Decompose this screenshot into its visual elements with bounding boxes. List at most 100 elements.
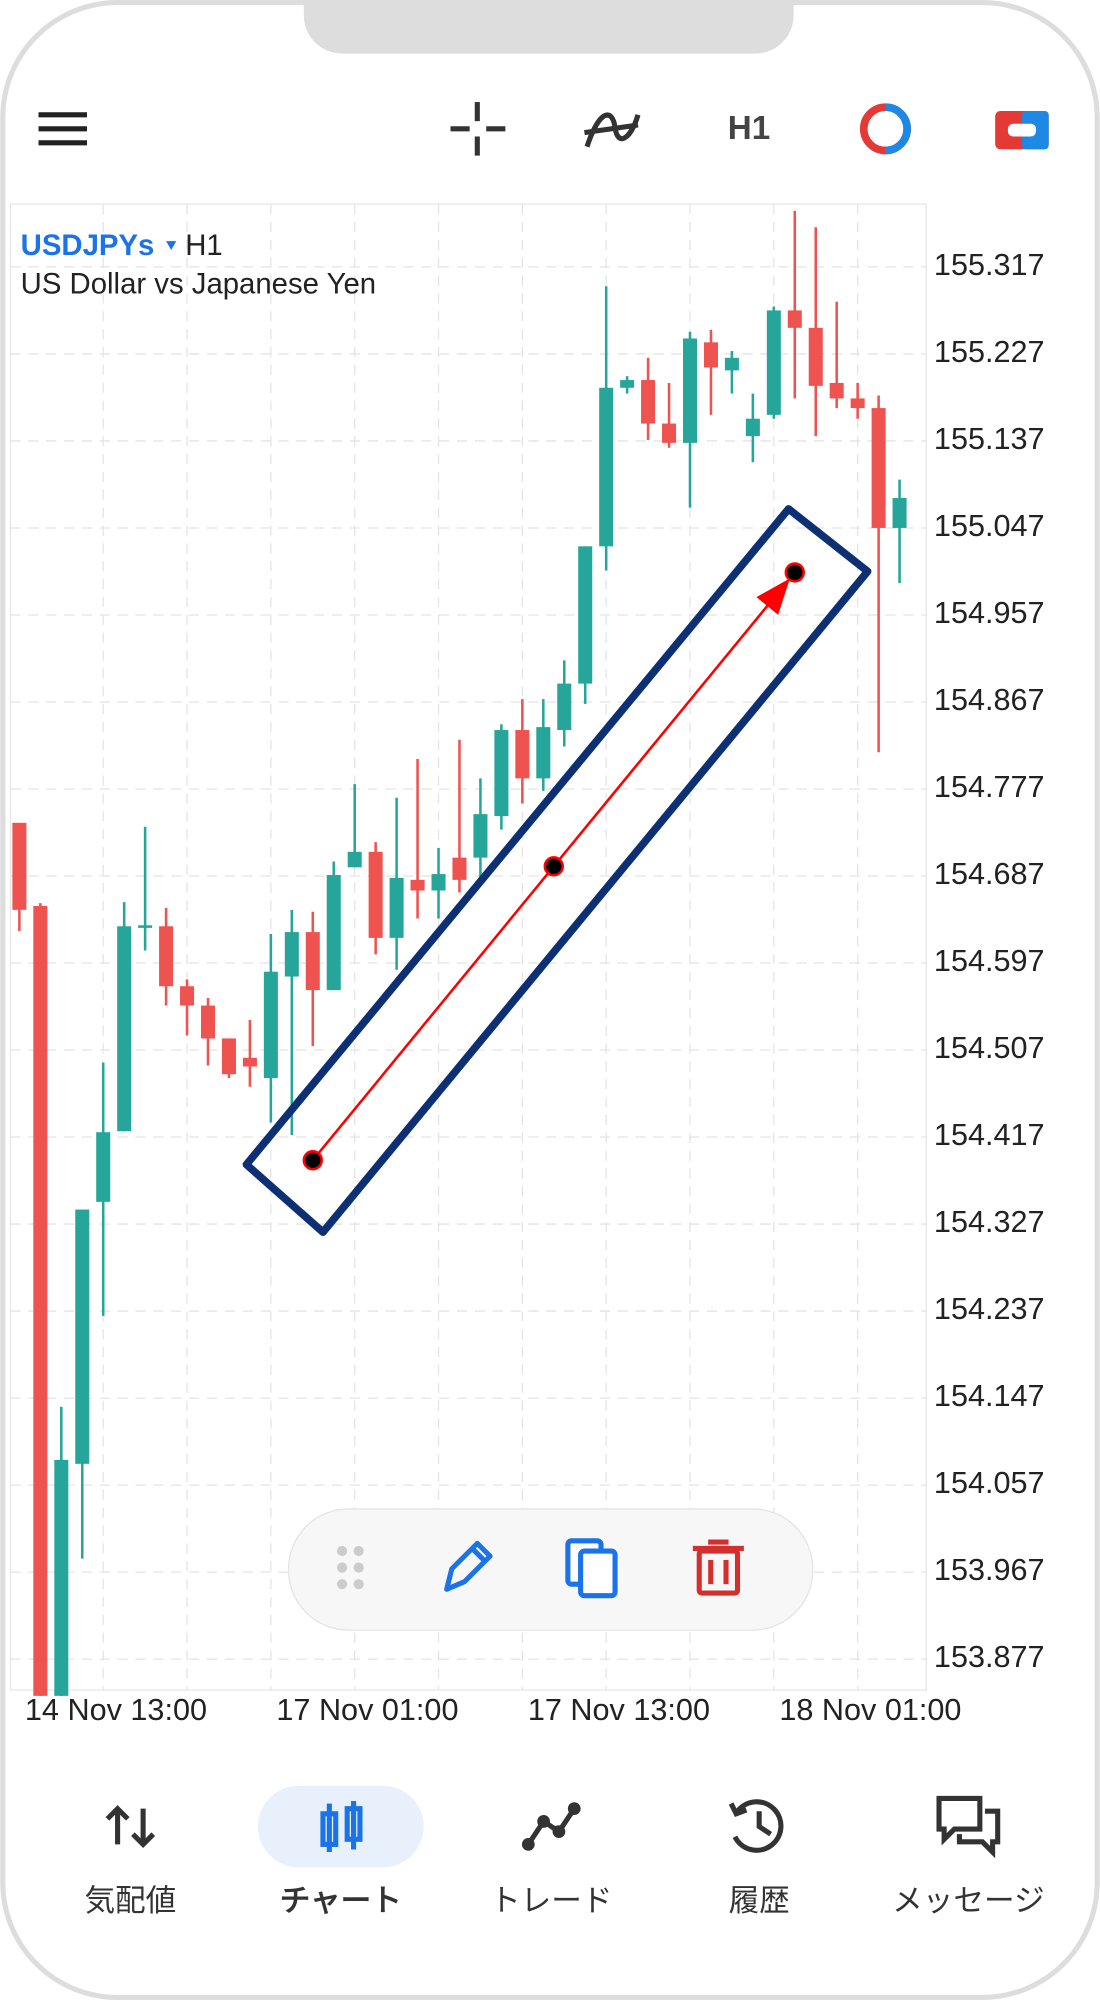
- y-tick-label: 154.597: [934, 944, 1045, 978]
- y-tick-label: 154.867: [934, 683, 1045, 717]
- candle-body: [33, 905, 48, 1696]
- object-toolbar: [287, 1508, 814, 1631]
- candle-body: [578, 546, 593, 684]
- clock-icon-half: [885, 103, 911, 155]
- candle-body: [263, 971, 278, 1079]
- nav-label[interactable]: チャート: [280, 1884, 402, 1918]
- candle-body: [305, 932, 320, 991]
- candle-body: [808, 327, 823, 386]
- y-tick-label: 155.317: [934, 248, 1045, 282]
- symbol-caret: [166, 241, 177, 250]
- candle-body: [117, 926, 132, 1132]
- candle-body: [410, 879, 425, 891]
- candle-body: [473, 814, 488, 858]
- candle-body: [284, 932, 299, 977]
- y-tick-label: 154.777: [934, 770, 1045, 804]
- nav-active-pill: [257, 1785, 424, 1868]
- menu-icon[interactable]: [38, 112, 87, 146]
- symbol[interactable]: USDJPYs: [21, 229, 155, 262]
- timeframe[interactable]: H1: [728, 110, 770, 147]
- y-tick-label: 153.877: [934, 1640, 1045, 1674]
- x-tick-label: 17 Nov 01:00: [276, 1693, 458, 1727]
- y-tick-label: 153.967: [934, 1553, 1045, 1587]
- candle-body: [75, 1209, 90, 1464]
- trade-nav-icon[interactable]: [521, 1802, 581, 1851]
- drag-handle[interactable]: [336, 1545, 364, 1590]
- trendline-group[interactable]: [302, 562, 805, 1171]
- y-tick-label: 155.227: [934, 335, 1045, 369]
- trendline-arrowhead: [756, 578, 790, 615]
- x-tick-label: 18 Nov 01:00: [779, 1693, 961, 1727]
- top-toolbar: H1: [38, 102, 1049, 156]
- candle-body: [850, 398, 865, 409]
- y-tick-label: 154.687: [934, 857, 1045, 891]
- y-tick-label: 154.237: [934, 1292, 1045, 1326]
- candle-body: [180, 986, 195, 1006]
- candle-body: [641, 380, 656, 424]
- candle-body: [326, 875, 341, 991]
- y-tick-label: 154.957: [934, 596, 1045, 630]
- candle-body: [159, 926, 174, 987]
- candle-body: [389, 877, 404, 938]
- candle-body: [620, 380, 635, 388]
- candle-body: [892, 497, 907, 528]
- candle-body: [452, 857, 467, 880]
- candle-body: [138, 925, 153, 928]
- candle-body: [682, 338, 698, 443]
- y-tick-label: 154.057: [934, 1466, 1045, 1500]
- symbol-timeframe: H1: [185, 229, 223, 262]
- trendline-anchor[interactable]: [784, 562, 805, 583]
- candle-body: [599, 387, 614, 547]
- candle-body: [12, 822, 27, 910]
- candles: [12, 210, 907, 1696]
- candle-body: [200, 1005, 216, 1039]
- x-tick-label: 14 Nov 13:00: [25, 1693, 207, 1727]
- candle-body: [368, 851, 383, 938]
- nav-label[interactable]: 履歴: [729, 1884, 790, 1918]
- y-tick-label: 155.137: [934, 422, 1045, 456]
- selection-box: [242, 505, 872, 1236]
- y-tick-label: 154.417: [934, 1118, 1045, 1152]
- candle-body: [494, 730, 509, 817]
- nav-label[interactable]: 気配値: [84, 1884, 176, 1918]
- y-tick-label: 155.047: [934, 509, 1045, 543]
- candle-body: [536, 727, 551, 779]
- edit-icon[interactable]: [444, 1540, 493, 1592]
- notch: [303, 0, 794, 54]
- chart-icon[interactable]: [320, 1801, 363, 1853]
- quotes-icon[interactable]: [105, 1805, 156, 1848]
- messages-icon[interactable]: [936, 1795, 1001, 1859]
- indicator-icon[interactable]: [584, 112, 641, 148]
- delete-icon[interactable]: [692, 1539, 744, 1596]
- candle-body: [787, 310, 802, 328]
- candle-body: [242, 1057, 257, 1067]
- candle-body: [724, 357, 739, 371]
- object-toolbar-bg: [287, 1508, 814, 1631]
- nav-label[interactable]: メッセージ: [892, 1884, 1044, 1918]
- bottom-nav: 気配値 チャート トレード 履歴 メッセージ: [84, 1785, 1045, 1918]
- nav-label[interactable]: トレード: [490, 1884, 612, 1918]
- candle-body: [871, 408, 886, 528]
- candle-body: [557, 683, 572, 731]
- copy-icon[interactable]: [565, 1538, 618, 1599]
- trade-icon-bar: [1007, 123, 1036, 137]
- candle-body: [662, 423, 677, 443]
- candle-body: [431, 874, 446, 891]
- history-icon[interactable]: [728, 1799, 784, 1853]
- candle-body: [221, 1038, 236, 1075]
- crosshair-icon[interactable]: [450, 102, 506, 156]
- symbol-description: US Dollar vs Japanese Yen: [21, 267, 376, 300]
- plot-area: [9, 203, 927, 1691]
- candle-body: [54, 1459, 69, 1696]
- x-tick-label: 17 Nov 13:00: [528, 1693, 710, 1727]
- candle-body: [766, 310, 781, 415]
- candle-body: [745, 418, 760, 437]
- candle-body: [347, 851, 362, 868]
- candle-body: [829, 382, 844, 399]
- trendline-anchor[interactable]: [302, 1150, 323, 1171]
- trendline-mid-handle[interactable]: [543, 856, 564, 877]
- trendline[interactable]: [311, 593, 778, 1162]
- y-tick-label: 154.147: [934, 1379, 1045, 1413]
